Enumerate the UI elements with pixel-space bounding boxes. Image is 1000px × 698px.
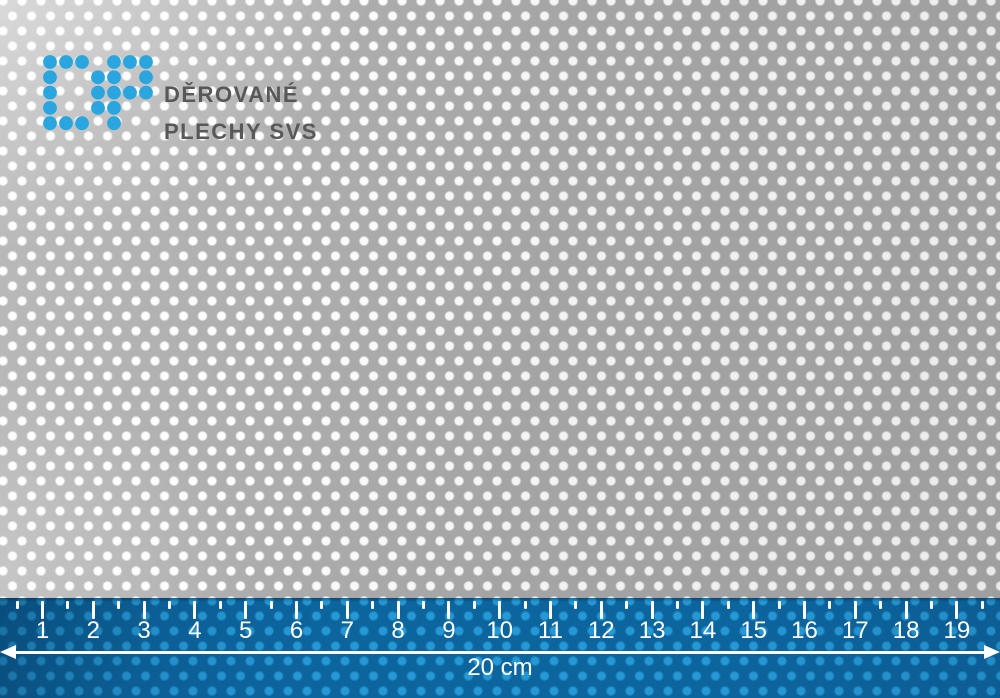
ruler-tick-major bbox=[549, 601, 552, 619]
brand-line1: DĚROVANÉ bbox=[164, 82, 300, 107]
ruler-tick-minor bbox=[168, 601, 171, 609]
logo-dot bbox=[43, 116, 57, 131]
ruler-number: 3 bbox=[137, 617, 151, 644]
logo-dot bbox=[91, 70, 105, 85]
ruler-tick-major bbox=[701, 601, 705, 619]
ruler-number: 9 bbox=[442, 617, 456, 644]
ruler-tick-minor bbox=[472, 601, 476, 609]
logo-dot bbox=[75, 116, 89, 131]
logo-dot bbox=[43, 55, 57, 69]
perforated-sheet: DĚROVANÉ PLECHY SVS bbox=[0, 0, 1000, 598]
logo-dot bbox=[107, 85, 121, 100]
logo-dot bbox=[107, 101, 121, 115]
ruler-tick-minor bbox=[422, 601, 425, 609]
brand-lockup: DĚROVANÉ PLECHY SVS bbox=[164, 76, 318, 150]
logo-dot bbox=[43, 70, 57, 85]
logo-dot bbox=[107, 55, 121, 69]
ruler-tick-minor bbox=[269, 601, 273, 609]
ruler-number: 19 bbox=[943, 617, 971, 644]
ruler-tick-major bbox=[447, 601, 451, 619]
ruler-number: 6 bbox=[289, 617, 304, 644]
ruler-tick-major bbox=[498, 601, 502, 619]
logo-dot bbox=[91, 101, 105, 115]
ruler-tick-major bbox=[955, 601, 959, 619]
dp-dot-logo-icon bbox=[43, 55, 153, 131]
ruler-tick-major bbox=[91, 601, 95, 619]
ruler-arrow-line bbox=[6, 651, 994, 654]
ruler-tick-minor bbox=[980, 601, 984, 609]
logo-dot bbox=[91, 85, 105, 100]
ruler-tick-major bbox=[295, 601, 298, 619]
ruler-number: 5 bbox=[239, 617, 253, 644]
ruler-tick-major bbox=[244, 601, 248, 619]
ruler-number: 18 bbox=[892, 617, 920, 644]
ruler-band: 1 2 3 4 5 6 7 8 9 10 11 12 13 14 15 16 17 18 19 20 cm bbox=[0, 598, 1000, 698]
ruler-tick-major bbox=[904, 601, 908, 619]
ruler-tick-minor bbox=[930, 601, 933, 609]
logo-dot bbox=[139, 55, 153, 69]
logo-dot bbox=[139, 85, 153, 100]
arrow-right-icon bbox=[984, 645, 1000, 659]
ruler-tick-minor bbox=[66, 601, 70, 609]
logo-dot bbox=[59, 55, 73, 69]
ruler-number: 1 bbox=[35, 617, 50, 644]
ruler-tick-minor bbox=[828, 601, 832, 609]
logo-dot bbox=[123, 85, 137, 100]
ruler-tick-major bbox=[803, 601, 806, 619]
ruler-tick-minor bbox=[879, 601, 883, 609]
ruler-tick-major bbox=[142, 601, 146, 619]
logo-dot bbox=[123, 55, 137, 69]
logo-dot bbox=[59, 116, 73, 131]
ruler-number: 13 bbox=[638, 617, 666, 644]
ruler-tick-minor bbox=[117, 601, 121, 609]
logo-dot bbox=[107, 116, 121, 131]
ruler-tick-major bbox=[193, 601, 197, 619]
ruler-tick-minor bbox=[218, 601, 222, 609]
ruler-number: 8 bbox=[391, 617, 405, 644]
ruler-tick-major bbox=[650, 601, 654, 619]
ruler-tick-minor bbox=[726, 601, 730, 609]
ruler-number: 12 bbox=[587, 617, 615, 644]
ruler-total-label: 20 cm bbox=[467, 654, 533, 681]
ruler-tick-minor bbox=[320, 601, 324, 609]
ruler-number: 16 bbox=[791, 617, 818, 644]
ruler-number: 15 bbox=[740, 617, 768, 644]
ruler-tick-major bbox=[599, 601, 603, 619]
ruler-tick-minor bbox=[625, 601, 629, 609]
brand-line2: PLECHY SVS bbox=[164, 119, 318, 144]
ruler-tick-minor bbox=[574, 601, 578, 609]
ruler-number: 14 bbox=[689, 617, 717, 644]
logo-dot bbox=[75, 55, 89, 69]
logo-dot bbox=[139, 70, 153, 85]
ruler-tick-minor bbox=[523, 601, 527, 609]
logo-dot bbox=[43, 85, 57, 100]
ruler-number: 17 bbox=[841, 617, 869, 644]
ruler-tick-major bbox=[853, 601, 857, 619]
ruler-number: 11 bbox=[538, 617, 563, 644]
ruler-number: 4 bbox=[188, 617, 202, 644]
ruler-tick-major bbox=[396, 601, 400, 619]
ruler-tick-minor bbox=[15, 601, 19, 609]
ruler-tick-minor bbox=[371, 601, 375, 609]
ruler-tick-major bbox=[41, 601, 44, 619]
ruler-number: 2 bbox=[86, 617, 100, 644]
ruler-tick-major bbox=[752, 601, 756, 619]
ruler-tick-minor bbox=[777, 601, 781, 609]
ruler-tick-minor bbox=[676, 601, 679, 609]
arrow-left-icon bbox=[0, 645, 16, 659]
ruler-tick-major bbox=[345, 601, 349, 619]
logo-dot bbox=[43, 101, 57, 115]
ruler-number: 10 bbox=[486, 617, 514, 644]
ruler-number: 7 bbox=[340, 617, 354, 644]
logo-dot bbox=[107, 70, 121, 85]
